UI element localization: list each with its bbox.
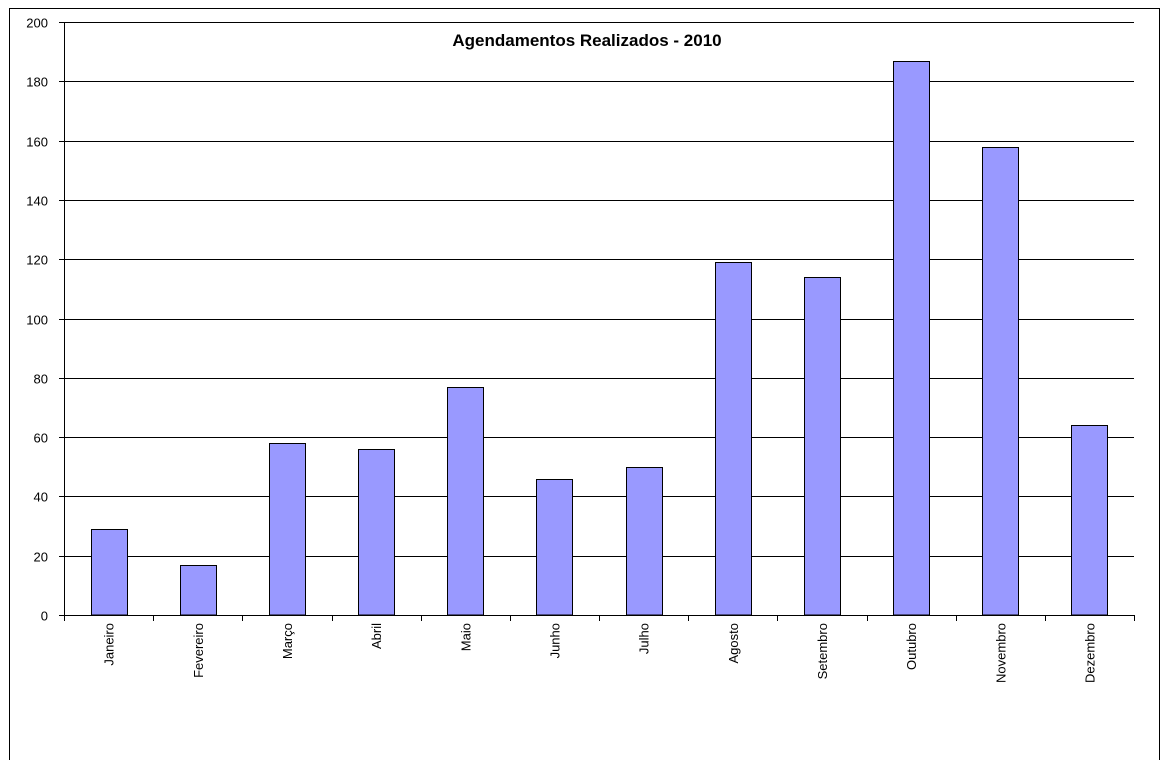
y-tick-label: 60 bbox=[34, 431, 48, 446]
y-tick-label: 200 bbox=[26, 16, 48, 31]
x-tick-label: Maio bbox=[458, 623, 473, 651]
bar-agosto bbox=[715, 262, 752, 616]
y-tick-label: 180 bbox=[26, 75, 48, 90]
bar-dezembro bbox=[1071, 425, 1108, 616]
x-tick-label: Novembro bbox=[993, 623, 1008, 683]
bar-outubro bbox=[893, 61, 930, 616]
x-tick-label: Fevereiro bbox=[191, 623, 206, 678]
y-tick-label: 20 bbox=[34, 550, 48, 565]
bar-março bbox=[269, 443, 306, 616]
x-tick-label: Julho bbox=[637, 623, 652, 654]
x-tick-label: Setembro bbox=[815, 623, 830, 679]
x-tick-label: Agosto bbox=[726, 623, 741, 663]
bar-maio bbox=[447, 387, 484, 616]
y-tick-label: 0 bbox=[41, 609, 48, 624]
y-tick-label: 120 bbox=[26, 253, 48, 268]
bar-fevereiro bbox=[180, 565, 217, 616]
bar-setembro bbox=[804, 277, 841, 616]
y-axis-ticks: 0 20 40 60 80 100 120 140 160 180 200 bbox=[26, 16, 64, 624]
bar-abril bbox=[358, 449, 395, 616]
bars bbox=[91, 61, 1108, 616]
x-tick-label: Abril bbox=[369, 623, 384, 649]
bar-novembro bbox=[982, 147, 1019, 616]
x-tick-label: Dezembro bbox=[1082, 623, 1097, 683]
chart-border bbox=[9, 8, 1160, 760]
x-tick-label: Janeiro bbox=[102, 623, 117, 666]
bar-janeiro bbox=[91, 529, 128, 616]
y-tick-label: 160 bbox=[26, 135, 48, 150]
chart-title: Agendamentos Realizados - 2010 bbox=[452, 31, 721, 50]
y-tick-label: 140 bbox=[26, 194, 48, 209]
y-tick-label: 80 bbox=[34, 372, 48, 387]
x-axis-ticks: Janeiro Fevereiro Março Abril Maio Junho Julho… bbox=[64, 615, 1135, 683]
x-tick-label: Outubro bbox=[904, 623, 919, 670]
bar-julho bbox=[626, 467, 663, 616]
y-tick-label: 40 bbox=[34, 490, 48, 505]
axes bbox=[64, 22, 1134, 616]
gridlines bbox=[64, 22, 1134, 557]
x-tick-label: Junho bbox=[547, 623, 562, 658]
bar-junho bbox=[536, 479, 573, 616]
x-tick-label: Março bbox=[280, 623, 295, 659]
y-tick-label: 100 bbox=[26, 313, 48, 328]
